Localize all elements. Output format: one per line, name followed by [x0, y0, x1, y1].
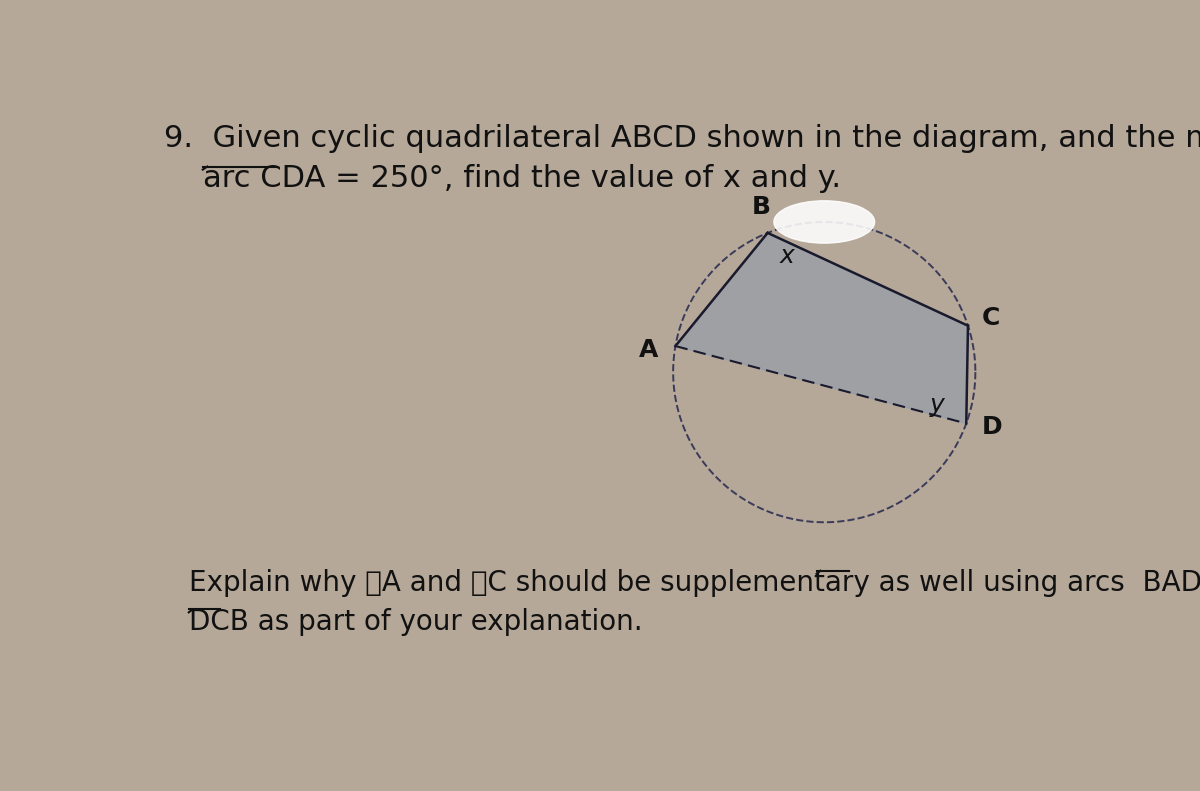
- Polygon shape: [676, 233, 968, 423]
- Text: 9.  Given cyclic quadrilateral ABCD shown in the diagram, and the measure of: 9. Given cyclic quadrilateral ABCD shown…: [164, 124, 1200, 153]
- Text: Explain why 〈A and 〈C should be supplementary as well using arcs  BAD and: Explain why 〈A and 〈C should be suppleme…: [188, 570, 1200, 597]
- Ellipse shape: [774, 201, 875, 243]
- Text: A: A: [638, 338, 659, 362]
- Text: y: y: [930, 393, 944, 418]
- Text: C: C: [982, 306, 1001, 330]
- Text: x: x: [780, 244, 794, 267]
- Text: DCB as part of your explanation.: DCB as part of your explanation.: [188, 607, 642, 636]
- Text: D: D: [982, 415, 1002, 439]
- Text: B: B: [752, 195, 770, 219]
- Text: arc CDA = 250°, find the value of x and y.: arc CDA = 250°, find the value of x and …: [164, 165, 841, 193]
